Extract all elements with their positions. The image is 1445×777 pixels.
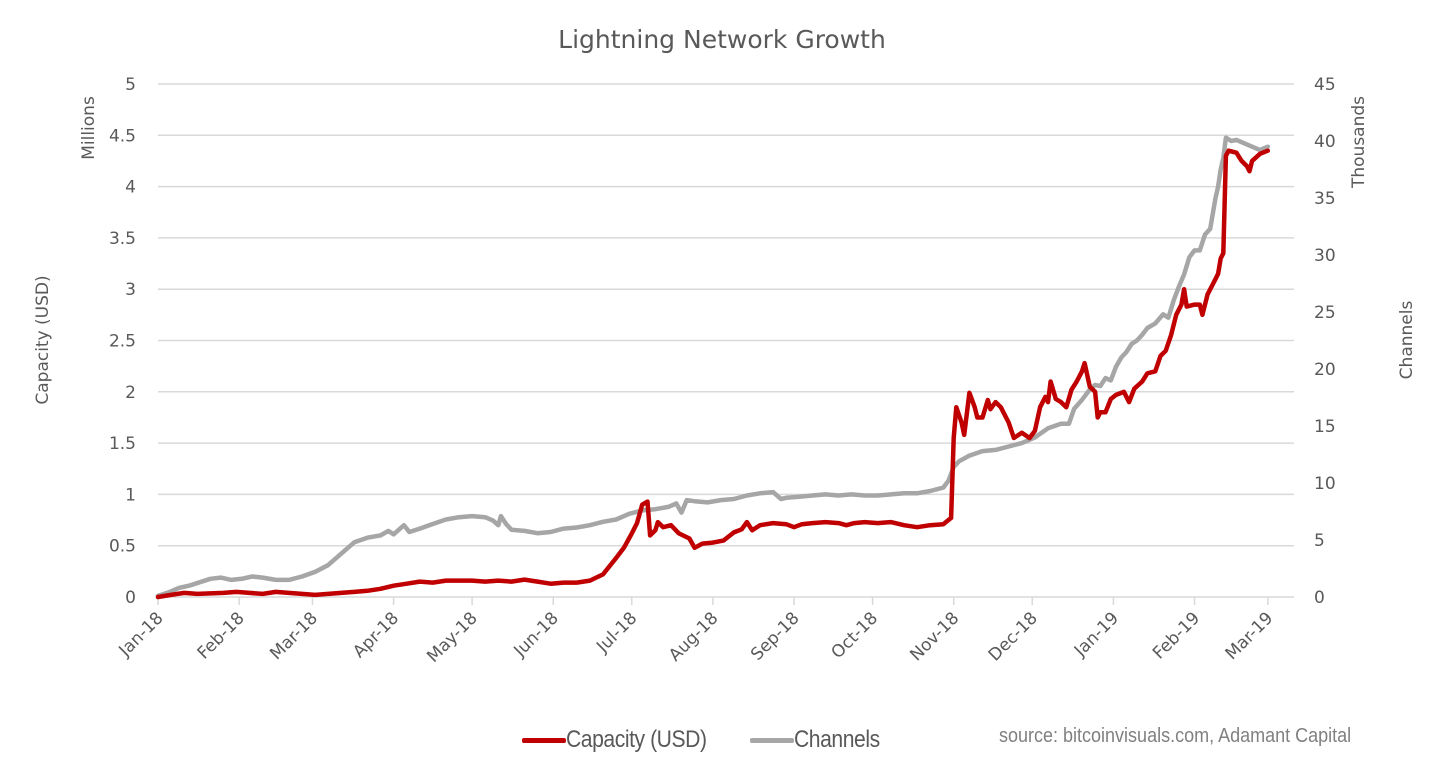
- x-tick-label: Jan-18: [115, 608, 168, 661]
- y-left-tick-label: 3: [125, 280, 136, 300]
- series-line-channels: [155, 135, 1271, 599]
- y-right-tick-label: 15: [1314, 417, 1336, 437]
- x-tick-label: Oct-18: [828, 608, 883, 663]
- y-right-tick-label: 0: [1314, 588, 1325, 608]
- y-left-tick-label: 4: [125, 178, 136, 198]
- y-axis-right-title: Channels: [1397, 301, 1417, 380]
- source-note: source: bitcoinvisuals.com, Adamant Capi…: [999, 725, 1352, 747]
- y-left-tick-label: 0.5: [109, 537, 136, 557]
- x-tick-label: Mar-19: [1222, 608, 1278, 664]
- x-tick-label: May-18: [423, 608, 481, 666]
- y-left-tick-label: 2.5: [109, 332, 136, 352]
- x-tick-label: Jul-18: [592, 608, 641, 657]
- y-axis-left: 0 0.5 1 1.5 2 2.5 3 3.5 4 4.5 5: [109, 75, 136, 608]
- y-axis-left-unit-label: Millions: [79, 96, 99, 160]
- x-tick-label: Nov-18: [906, 608, 963, 665]
- legend-label-capacity: Capacity (USD): [566, 726, 707, 753]
- y-left-tick-label: 2: [125, 383, 136, 403]
- y-right-tick-label: 10: [1314, 474, 1336, 494]
- series-line-capacity: [155, 148, 1271, 600]
- x-tick-label: Jun-18: [510, 608, 563, 661]
- x-tick-label: Apr-18: [349, 608, 403, 662]
- y-left-tick-label: 0: [125, 588, 136, 608]
- y-left-tick-label: 1: [125, 485, 136, 505]
- y-right-tick-label: 45: [1314, 75, 1336, 95]
- legend: Capacity (USD) Channels: [522, 726, 891, 754]
- legend-swatch-channels: [749, 737, 794, 743]
- x-tick-label: Mar-18: [266, 608, 322, 664]
- y-right-tick-label: 30: [1314, 246, 1336, 266]
- x-tick-label: Feb-19: [1149, 608, 1204, 663]
- y-left-tick-label: 3.5: [109, 229, 136, 249]
- chart-title: Lightning Network Growth: [558, 25, 886, 54]
- x-tick-label: Dec-18: [985, 608, 1042, 665]
- series-group: [155, 135, 1271, 600]
- gridlines: [158, 83, 1294, 547]
- y-right-tick-label: 40: [1314, 132, 1336, 152]
- y-left-tick-label: 4.5: [109, 126, 136, 146]
- y-axis-left-title: Capacity (USD): [33, 275, 53, 404]
- x-tick-label: Jan-19: [1070, 608, 1123, 661]
- y-right-tick-label: 25: [1314, 303, 1336, 323]
- y-right-tick-label: 5: [1314, 531, 1325, 551]
- y-right-tick-label: 35: [1314, 189, 1336, 209]
- y-left-tick-label: 5: [125, 75, 136, 95]
- legend-swatch-capacity: [522, 737, 566, 743]
- y-right-tick-label: 20: [1314, 360, 1336, 380]
- legend-label-channels: Channels: [793, 726, 880, 753]
- y-axis-right: 0 5 10 15 20 25 30 35 40 45: [1314, 75, 1336, 608]
- x-tick-label: Aug-18: [665, 608, 722, 665]
- legend-item-capacity: Capacity (USD): [522, 726, 726, 754]
- x-tick-label: Sep-18: [747, 608, 803, 664]
- y-axis-right-unit-label: Thousands: [1349, 96, 1369, 189]
- x-axis: Jan-18 Feb-18 Mar-18 Apr-18 May-18 Jun-18 Jul-…: [115, 596, 1294, 667]
- x-tick-label: Feb-18: [194, 608, 249, 663]
- y-left-tick-label: 1.5: [109, 434, 136, 454]
- legend-item-channels: Channels: [749, 726, 891, 754]
